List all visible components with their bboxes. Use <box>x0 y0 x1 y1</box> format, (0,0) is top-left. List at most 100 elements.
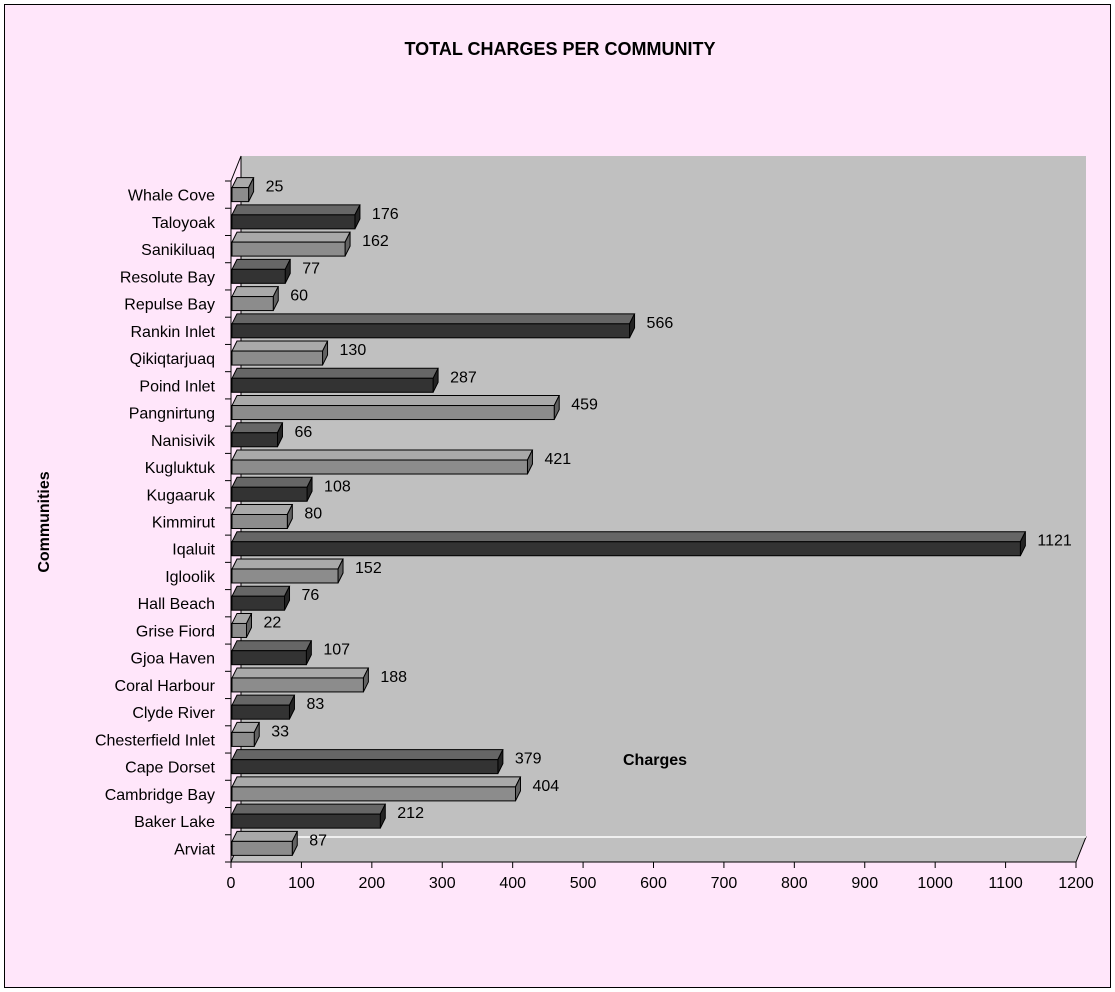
bar <box>231 340 329 366</box>
value-label: 108 <box>324 478 351 495</box>
value-label: 287 <box>450 369 477 386</box>
bar-top-face <box>231 667 370 679</box>
category-labels: Arviat Baker Lake Cambridge Bay Cape Dorset… <box>95 188 216 859</box>
bar-top-face <box>231 449 534 461</box>
category-label: Clyde River <box>132 705 215 722</box>
chart-title: TOTAL CHARGES PER COMMUNITY <box>404 39 715 59</box>
bar-top-face <box>231 504 294 515</box>
chart-frame: 0 100 200 300 400 500 600 700 800 900 1000 1100 1200… <box>4 4 1111 988</box>
category-label: Sanikiluaq <box>141 242 215 259</box>
value-label: 66 <box>294 424 312 441</box>
bar <box>231 640 313 666</box>
category-label: Taloyoak <box>152 215 216 232</box>
x-tick-label: 100 <box>288 875 315 892</box>
bar <box>231 504 294 529</box>
x-tick-label: 400 <box>499 875 526 892</box>
category-label: Resolute Bay <box>120 269 215 286</box>
bar-top-face <box>231 367 439 379</box>
bar-top-face <box>231 340 329 352</box>
x-axis-ticks: 0 100 200 300 400 500 600 700 800 900 1000 1100 1200 <box>227 862 1094 892</box>
y-axis-title: Communities <box>36 471 53 572</box>
value-label: 1121 <box>1037 533 1072 550</box>
category-label: Iqaluit <box>172 542 215 559</box>
bar-front-face <box>231 432 278 448</box>
bar <box>231 258 292 284</box>
category-label: Kugaaruk <box>147 487 216 504</box>
y-axis-ticks <box>225 180 231 863</box>
category-label: Coral Harbour <box>115 678 216 695</box>
bar-top-face <box>231 286 280 298</box>
value-label: 107 <box>323 642 350 659</box>
value-label: 404 <box>532 778 559 795</box>
value-label: 25 <box>266 179 284 196</box>
plot-floor <box>230 836 1087 863</box>
value-label: 22 <box>263 614 281 631</box>
x-tick-label: 300 <box>429 875 456 892</box>
value-label: 60 <box>290 288 308 305</box>
bar <box>231 204 361 230</box>
bar-front-face <box>231 405 555 421</box>
category-label: Baker Lake <box>134 814 215 831</box>
category-label: Pangnirtung <box>129 406 215 423</box>
bar <box>231 449 534 475</box>
bar-top-face <box>231 776 522 788</box>
value-label: 76 <box>302 587 320 604</box>
value-label: 83 <box>306 696 324 713</box>
category-label: Kugluktuk <box>145 460 216 477</box>
bar <box>231 721 261 747</box>
category-label: Arviat <box>174 841 215 858</box>
category-label: Cambridge Bay <box>105 787 215 804</box>
bar-top-face <box>231 585 291 597</box>
bar-top-face <box>231 422 284 434</box>
x-tick-label: 1200 <box>1058 875 1094 892</box>
bar <box>231 612 253 638</box>
bar <box>231 803 387 829</box>
bar-top-face <box>231 749 504 761</box>
bar-top-face <box>231 231 351 243</box>
category-label: Hall Beach <box>138 596 215 613</box>
bar-front-face <box>231 731 255 747</box>
category-label: Grise Fiord <box>136 623 215 640</box>
x-tick-label: 900 <box>851 875 878 892</box>
category-label: Poind Inlet <box>139 378 215 395</box>
value-label: 130 <box>340 342 367 359</box>
bar-front-face <box>231 595 286 611</box>
bar-front-face <box>231 486 308 502</box>
bar-front-face <box>231 650 307 666</box>
value-label: 152 <box>355 560 382 577</box>
value-label: 80 <box>304 506 322 523</box>
bar-front-face <box>231 350 324 366</box>
value-label: 176 <box>372 206 399 223</box>
bar <box>231 558 344 584</box>
bar-top-face <box>231 476 313 488</box>
bar <box>231 694 296 720</box>
bar-chart: 0 100 200 300 400 500 600 700 800 900 1000 1100 1200… <box>36 39 1094 892</box>
bar-front-face <box>231 677 364 693</box>
bar-top-face <box>231 395 561 407</box>
category-label: Qikiqtarjuaq <box>130 351 215 368</box>
category-label: Rankin Inlet <box>131 324 216 341</box>
bar <box>231 476 313 502</box>
bar-front-face <box>231 622 247 638</box>
category-label: Chesterfield Inlet <box>95 732 216 749</box>
x-tick-label: 0 <box>227 875 236 892</box>
bar <box>231 749 504 775</box>
value-label: 212 <box>397 805 424 822</box>
category-label: Igloolik <box>165 569 216 586</box>
x-axis-title: Charges <box>623 752 687 769</box>
x-tick-label: 200 <box>358 875 385 892</box>
x-tick-label: 800 <box>781 875 808 892</box>
x-tick-label: 600 <box>640 875 667 892</box>
bar <box>231 313 636 339</box>
category-label: Cape Dorset <box>125 760 215 777</box>
bar-front-face <box>231 268 286 284</box>
bar-front-face <box>231 214 356 230</box>
value-label: 566 <box>647 315 674 332</box>
value-label: 87 <box>309 832 327 849</box>
bar-top-face <box>231 558 344 570</box>
bar-front-face <box>231 813 381 829</box>
bar-front-face <box>231 786 516 802</box>
bar <box>231 286 280 312</box>
bar-front-face <box>231 187 250 203</box>
x-tick-label: 700 <box>711 875 738 892</box>
